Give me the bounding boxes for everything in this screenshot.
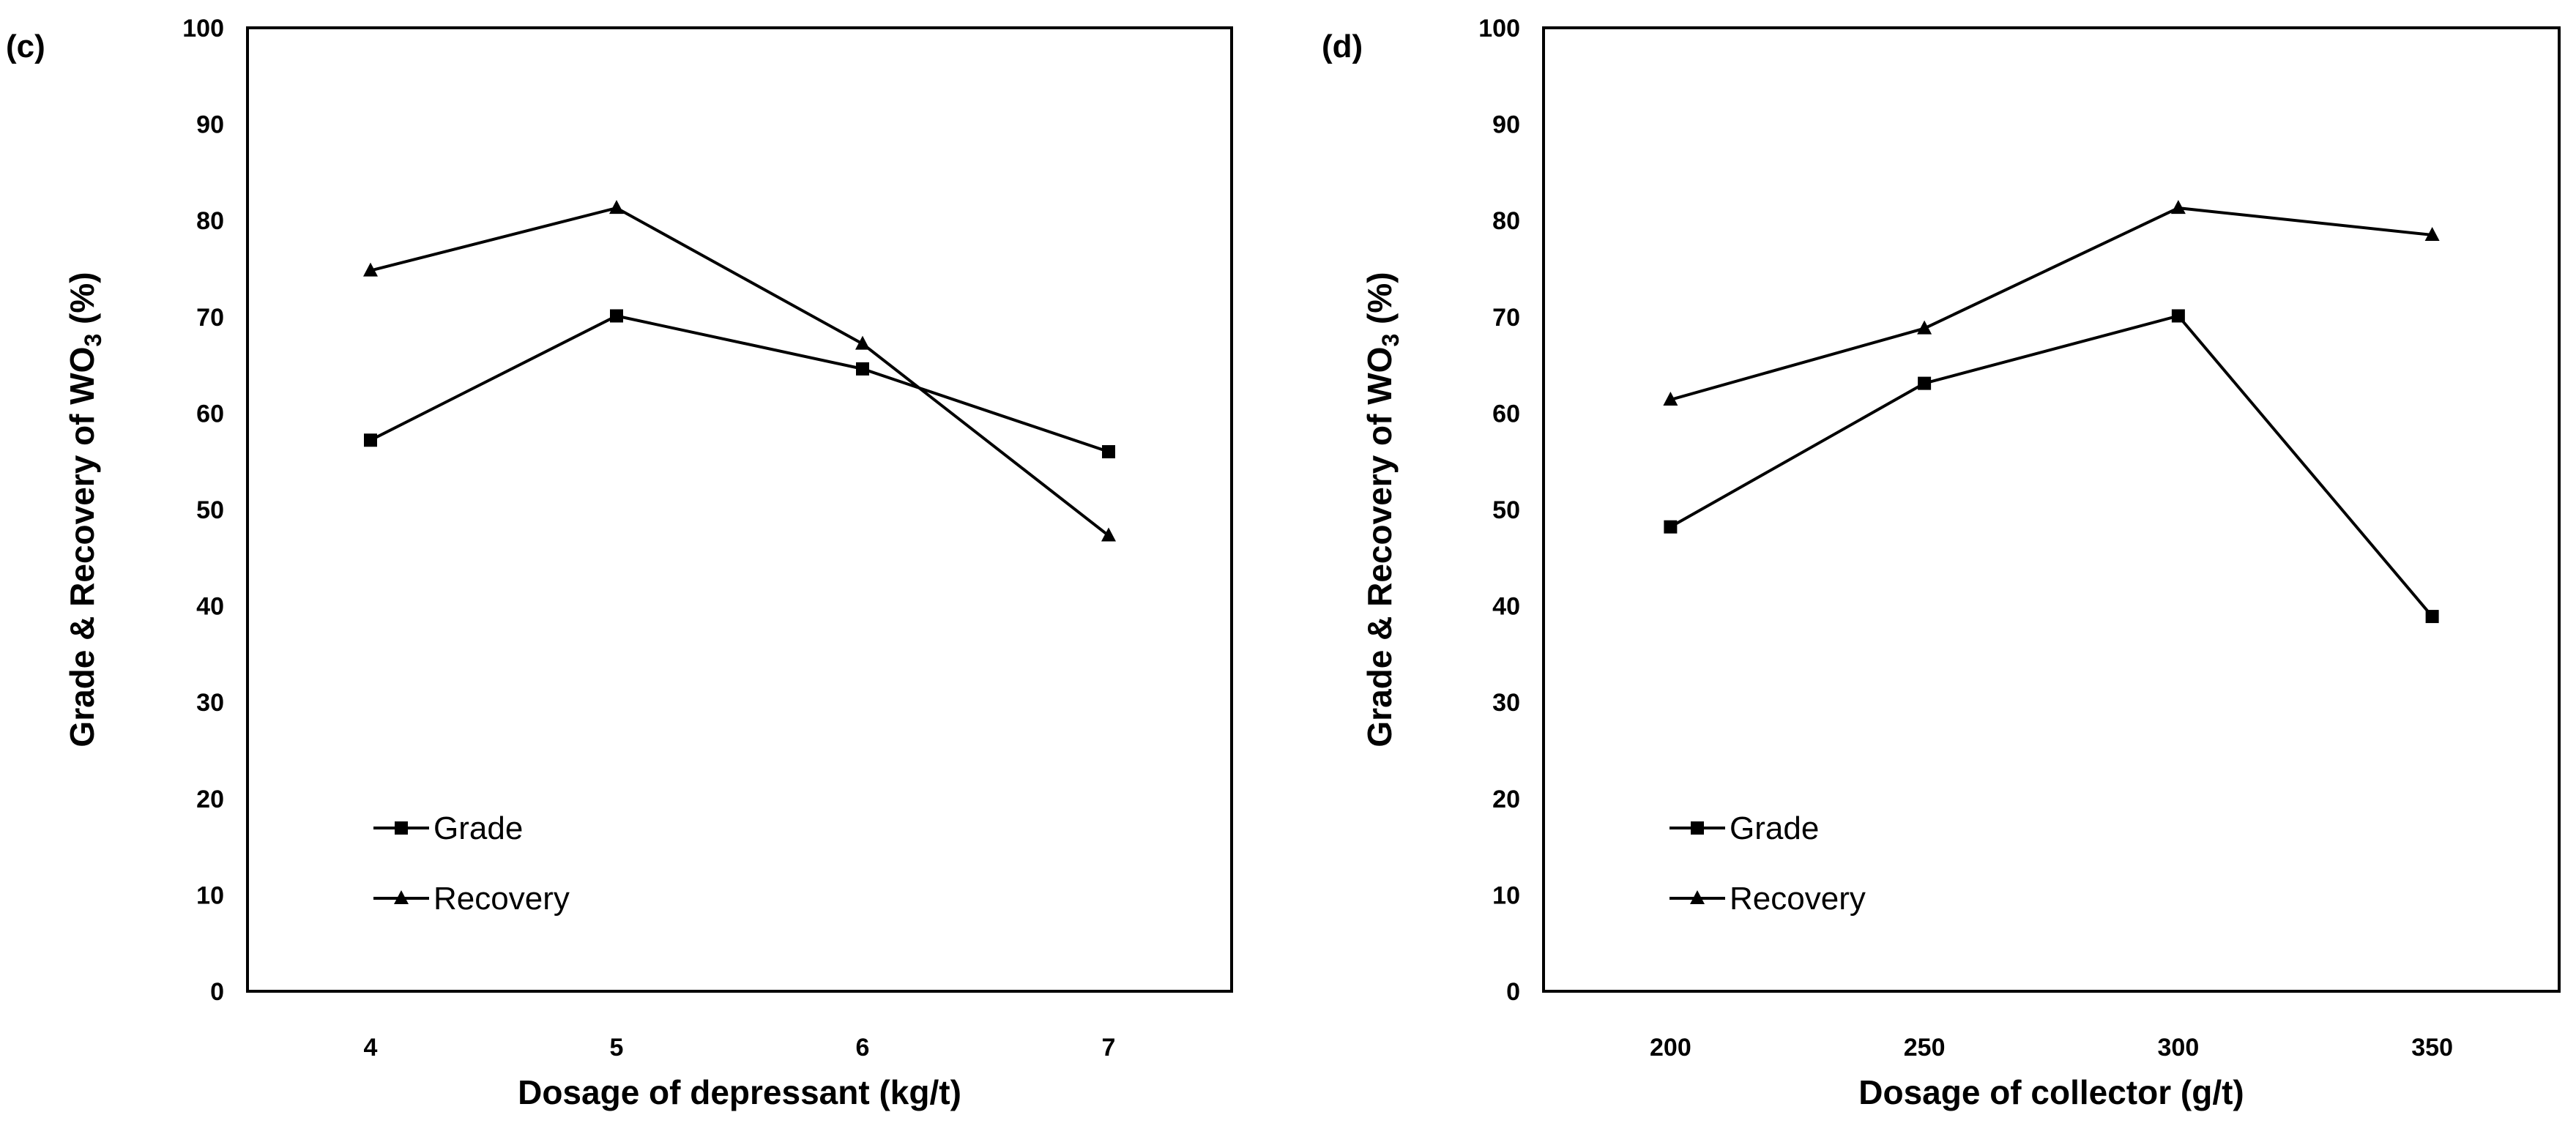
data-point-grade bbox=[2171, 309, 2185, 323]
x-tick-label: 6 bbox=[856, 1034, 870, 1062]
legend-marker-recovery bbox=[394, 890, 409, 904]
y-tick-label: 10 bbox=[1492, 881, 1520, 909]
y-tick-label: 50 bbox=[196, 496, 224, 524]
legend-label-recovery: Recovery bbox=[433, 881, 570, 917]
y-tick-label: 40 bbox=[1492, 593, 1520, 621]
legend-marker-grade bbox=[395, 821, 408, 835]
y-tick-label: 50 bbox=[1492, 496, 1520, 524]
legend-marker-grade bbox=[1691, 821, 1704, 835]
y-tick-label: 90 bbox=[196, 111, 224, 139]
panel-label: (d) bbox=[1322, 29, 1363, 64]
y-tick-label: 60 bbox=[1492, 400, 1520, 428]
y-tick-label: 30 bbox=[196, 689, 224, 717]
plot-frame bbox=[1542, 26, 2561, 993]
data-point-recovery bbox=[1663, 391, 1678, 406]
panel-label: (c) bbox=[6, 29, 45, 64]
data-point-grade bbox=[610, 309, 623, 323]
x-tick-label: 200 bbox=[1650, 1034, 1691, 1062]
y-tick-label: 40 bbox=[196, 593, 224, 621]
data-point-grade bbox=[1664, 520, 1678, 534]
x-tick-label: 5 bbox=[610, 1034, 624, 1062]
data-point-grade bbox=[856, 362, 869, 376]
y-tick-label: 70 bbox=[196, 304, 224, 332]
y-tick-label: 80 bbox=[1492, 207, 1520, 235]
y-tick-label: 90 bbox=[1492, 111, 1520, 139]
data-point-recovery bbox=[1917, 320, 1932, 335]
data-point-recovery bbox=[855, 335, 870, 350]
data-point-recovery bbox=[2170, 200, 2186, 215]
x-tick-label: 250 bbox=[1904, 1034, 1946, 1062]
y-tick-label: 100 bbox=[1478, 15, 1520, 42]
x-tick-label: 7 bbox=[1102, 1034, 1116, 1062]
x-axis-title: Dosage of collector (g/t) bbox=[1858, 1073, 2244, 1111]
series-line-grade bbox=[370, 314, 1109, 453]
y-axis-title: Grade & Recovery of WO3 (%) bbox=[63, 272, 106, 747]
series-line-recovery bbox=[1669, 206, 2432, 401]
data-point-recovery bbox=[363, 262, 378, 277]
y-tick-label: 80 bbox=[196, 207, 224, 235]
y-tick-label: 70 bbox=[1492, 304, 1520, 332]
x-axis-title: Dosage of depressant (kg/t) bbox=[518, 1073, 961, 1111]
y-tick-label: 60 bbox=[196, 400, 224, 428]
data-point-recovery bbox=[1101, 527, 1116, 542]
data-point-grade bbox=[364, 433, 377, 447]
y-axis-title: Grade & Recovery of WO3 (%) bbox=[1360, 272, 1404, 747]
y-tick-label: 0 bbox=[210, 978, 224, 1006]
y-tick-label: 0 bbox=[1506, 978, 1520, 1006]
chart-panel-d: (d) 0 10 20 30 40 50 60 70 80 90 100 200 250 300 350 Dos… bbox=[1322, 15, 2561, 1111]
y-tick-label: 30 bbox=[1492, 689, 1520, 717]
chart-panel-c: (c) 0 10 20 30 40 50 60 70 80 90 100 4 5 6 7 Dosage of d… bbox=[6, 15, 1233, 1111]
series-line-grade bbox=[1669, 314, 2434, 618]
x-tick-label: 4 bbox=[364, 1034, 378, 1062]
data-point-grade bbox=[2425, 610, 2439, 624]
legend-marker-recovery bbox=[1690, 890, 1705, 904]
series-line-recovery bbox=[370, 206, 1110, 537]
y-tick-label: 100 bbox=[182, 15, 224, 42]
data-point-recovery bbox=[609, 200, 624, 215]
x-tick-label: 350 bbox=[2411, 1034, 2453, 1062]
legend-label-recovery: Recovery bbox=[1730, 881, 1866, 917]
data-point-recovery bbox=[2424, 226, 2440, 241]
plot-frame bbox=[246, 26, 1233, 993]
y-tick-label: 20 bbox=[196, 786, 224, 813]
y-tick-label: 10 bbox=[196, 881, 224, 909]
x-tick-label: 300 bbox=[2158, 1034, 2200, 1062]
y-tick-label: 20 bbox=[1492, 786, 1520, 813]
data-point-grade bbox=[1918, 376, 1932, 390]
legend-label-grade: Grade bbox=[1730, 810, 1819, 846]
data-point-grade bbox=[1102, 445, 1115, 459]
legend-label-grade: Grade bbox=[433, 810, 523, 846]
